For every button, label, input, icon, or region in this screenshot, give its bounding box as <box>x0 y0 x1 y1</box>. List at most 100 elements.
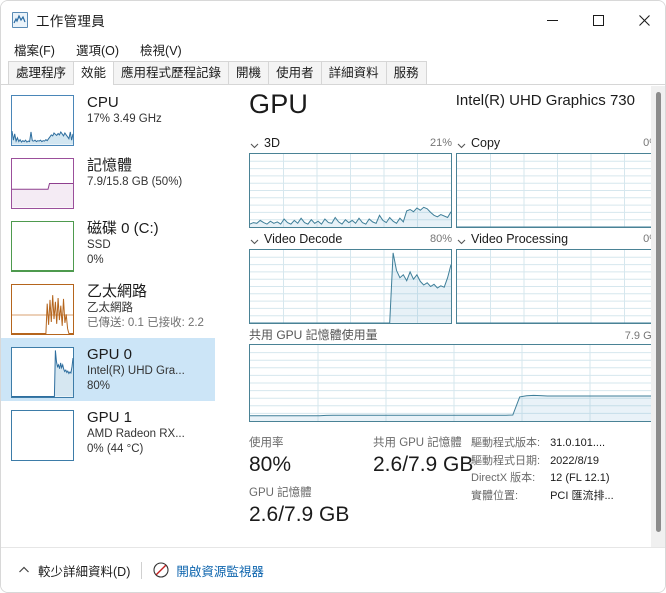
shared-memory-label-row: 共用 GPU 記憶體使用量 7.9 GB <box>249 326 659 344</box>
sidebar-label-memory: 記憶體 <box>87 157 133 174</box>
engine-graph-copy: Copy 0% <box>456 134 659 228</box>
sidebar-sub-ethernet-throughput: 已傳送: 0.1 已接收: 2.2 <box>87 317 204 329</box>
status-divider <box>141 561 143 579</box>
driver-version-value: 31.0.101.... <box>550 437 606 449</box>
chevron-down-icon[interactable] <box>249 234 260 245</box>
stat-utilization: 使用率 80% <box>249 436 291 479</box>
gpu0-sparkline <box>11 347 74 398</box>
engine-graph-video-processing: Video Processing 0% <box>456 230 659 324</box>
stats-area: 使用率 80% GPU 記憶體 2.6/7.9 GB 共用 GPU 記憶體 2.… <box>249 436 665 532</box>
cpu-sparkline <box>11 95 74 146</box>
sidebar-item-gpu1[interactable]: GPU 1 AMD Radeon RX... 0% (44 °C) <box>1 401 215 464</box>
stat-value-utilization: 80% <box>249 453 292 476</box>
driver-info-table: 驅動程式版本: 31.0.101.... 驅動程式日期: 2022/8/19 D… <box>471 436 614 506</box>
memory-sparkline <box>11 158 74 209</box>
sidebar-label-gpu1: GPU 1 <box>87 409 133 426</box>
graph-canvas-video-decode <box>249 249 452 324</box>
sidebar-sub-gpu0-usage: 80% <box>87 380 111 392</box>
menu-file[interactable]: 檔案(F) <box>14 44 55 58</box>
engine-label-3d: 3D <box>264 135 280 150</box>
menu-options[interactable]: 選項(O) <box>75 44 120 58</box>
tab-processes[interactable]: 處理程序 <box>8 61 75 84</box>
scrollbar-thumb[interactable] <box>656 92 661 532</box>
gpu1-sparkline <box>11 410 74 461</box>
disk-sparkline <box>11 221 74 272</box>
stat-label-shared-gpu-memory: 共用 GPU 記憶體 <box>373 437 462 449</box>
stat-gpu-memory: GPU 記憶體 2.6/7.9 GB <box>249 486 349 529</box>
sidebar-sub-memory: 7.9/15.8 GB (50%) <box>87 176 183 188</box>
chevron-up-icon[interactable] <box>17 563 31 577</box>
sidebar-item-memory[interactable]: 記憶體 7.9/15.8 GB (50%) <box>1 149 215 212</box>
graph-canvas-copy <box>456 153 659 228</box>
physical-location-key: 實體位置: <box>471 489 519 502</box>
directx-version-key: DirectX 版本: <box>471 472 536 484</box>
sidebar-label-disk0: 磁碟 0 (C:) <box>87 220 159 237</box>
graph-canvas-video-processing <box>456 249 659 324</box>
engine-value-3d: 21% <box>429 136 452 149</box>
shared-memory-max: 7.9 GB <box>624 330 659 342</box>
panel-header: GPU Intel(R) UHD Graphics 730 <box>233 86 665 134</box>
sidebar-sub-gpu1-model: AMD Radeon RX... <box>87 428 185 440</box>
gpu-detail-panel: GPU Intel(R) UHD Graphics 730 3D 21% <box>215 86 665 549</box>
page-title: GPU <box>249 89 309 119</box>
engine-graph-row-1: 3D 21% <box>249 134 659 230</box>
close-button[interactable] <box>621 1 665 39</box>
sidebar-item-gpu0[interactable]: GPU 0 Intel(R) UHD Gra... 80% <box>1 338 215 401</box>
tab-services[interactable]: 服務 <box>385 61 427 84</box>
maximize-button[interactable] <box>575 1 621 39</box>
engine-value-video-decode: 80% <box>429 232 452 245</box>
driver-date-value: 2022/8/19 <box>550 454 599 467</box>
stat-label-utilization: 使用率 <box>249 437 284 449</box>
resource-monitor-icon <box>153 562 169 578</box>
stat-value-gpu-memory: 2.6/7.9 GB <box>249 503 350 526</box>
stat-label-gpu-memory: GPU 記憶體 <box>249 487 312 499</box>
stat-shared-gpu-memory: 共用 GPU 記憶體 2.6/7.9 GB <box>373 436 473 479</box>
status-bar: 較少詳細資料(D) 開啟資源監視器 <box>1 547 665 592</box>
engine-graph-3d: 3D 21% <box>249 134 452 228</box>
sidebar-sub-disk0-usage: 0% <box>87 254 104 266</box>
directx-version-value: 12 (FL 12.1) <box>550 472 610 484</box>
sidebar-sub-ethernet-type: 乙太網路 <box>87 302 133 314</box>
driver-version-key: 驅動程式版本: <box>471 437 541 449</box>
title-bar: 工作管理員 <box>1 1 665 39</box>
minimize-button[interactable] <box>529 1 575 39</box>
tab-startup[interactable]: 開機 <box>228 61 270 84</box>
chevron-down-icon[interactable] <box>456 234 467 245</box>
tab-app-history[interactable]: 應用程式歷程記錄 <box>113 61 230 84</box>
engine-label-copy: Copy <box>471 135 501 150</box>
engine-label-video-decode: Video Decode <box>264 231 343 246</box>
ethernet-sparkline <box>11 284 74 335</box>
physical-location-value: PCI 匯流排... <box>550 489 614 502</box>
graph-canvas-3d <box>249 153 452 228</box>
gpu-device-name: Intel(R) UHD Graphics 730 <box>455 92 635 109</box>
sidebar-label-cpu: CPU <box>87 94 119 111</box>
window-controls <box>529 1 665 39</box>
sidebar-item-ethernet[interactable]: 乙太網路 乙太網路 已傳送: 0.1 已接收: 2.2 <box>1 275 215 338</box>
tab-users[interactable]: 使用者 <box>268 61 322 84</box>
stat-value-shared-gpu-memory: 2.6/7.9 GB <box>373 453 474 476</box>
sidebar-item-disk0[interactable]: 磁碟 0 (C:) SSD 0% <box>1 212 215 275</box>
fewer-details-button[interactable]: 較少詳細資料(D) <box>38 564 131 579</box>
menu-view[interactable]: 檢視(V) <box>140 44 182 58</box>
sidebar-label-ethernet: 乙太網路 <box>87 283 148 300</box>
chevron-down-icon[interactable] <box>249 138 260 149</box>
vertical-scrollbar[interactable] <box>651 86 665 549</box>
sidebar-sub-disk0-type: SSD <box>87 239 111 251</box>
chevron-down-icon[interactable] <box>456 138 467 149</box>
sidebar-item-cpu[interactable]: CPU 17% 3.49 GHz <box>1 86 215 149</box>
menu-bar: 檔案(F) 選項(O) 檢視(V) <box>1 39 665 61</box>
engine-graph-video-decode: Video Decode 80% <box>249 230 452 324</box>
tab-details[interactable]: 詳細資料 <box>320 61 387 84</box>
table-row: DirectX 版本: 12 (FL 12.1) <box>471 471 614 489</box>
engine-graph-row-2: Video Decode 80% <box>249 230 659 326</box>
resource-sidebar: CPU 17% 3.49 GHz 記憶體 7.9/15.8 GB (50%) <box>1 86 215 549</box>
tab-performance[interactable]: 效能 <box>73 61 115 85</box>
sidebar-sub-cpu: 17% 3.49 GHz <box>87 113 162 125</box>
tab-bar: 處理程序 效能 應用程式歷程記錄 開機 使用者 詳細資料 服務 <box>1 61 665 85</box>
sidebar-sub-gpu0-model: Intel(R) UHD Gra... <box>87 365 185 377</box>
sidebar-label-gpu0: GPU 0 <box>87 346 133 363</box>
open-resource-monitor-link[interactable]: 開啟資源監視器 <box>176 564 264 579</box>
graph-canvas-shared-memory <box>249 344 659 422</box>
engine-label-video-processing: Video Processing <box>471 231 569 246</box>
table-row: 實體位置: PCI 匯流排... <box>471 489 614 507</box>
